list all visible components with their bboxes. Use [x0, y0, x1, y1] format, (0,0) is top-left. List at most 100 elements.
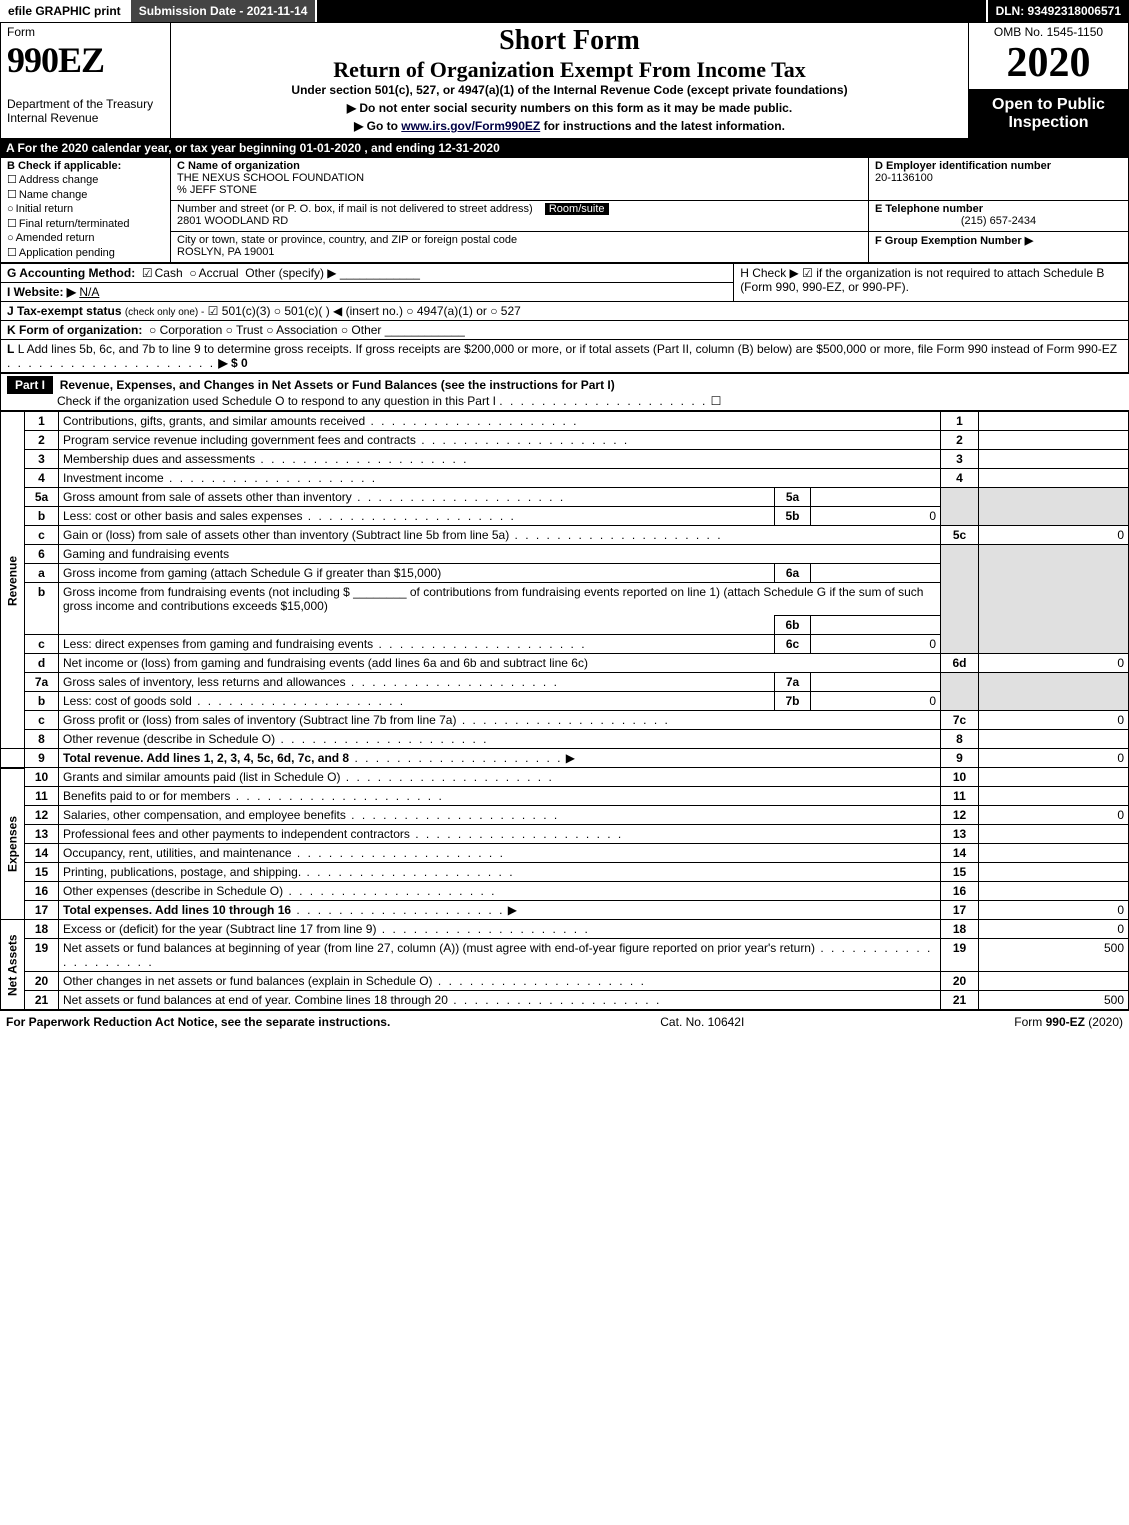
ln-10: 10	[25, 768, 59, 787]
shaded-6	[941, 545, 979, 654]
box-8: 8	[941, 730, 979, 749]
sub-7b: 7b	[775, 692, 811, 711]
subval-5a	[811, 488, 941, 507]
box-19: 19	[941, 939, 979, 972]
section-h-cell: H Check ▶ ☑ if the organization is not r…	[734, 264, 1129, 302]
section-d-cell: D Employer identification number 20-1136…	[869, 158, 1129, 201]
section-j-opts[interactable]: ☑ 501(c)(3) ○ 501(c)( ) ◀ (insert no.) ○…	[208, 304, 521, 318]
top-bar: efile GRAPHIC print Submission Date - 20…	[0, 0, 1129, 22]
desc-20: Other changes in net assets or fund bala…	[59, 972, 941, 991]
desc-15: Printing, publications, postage, and shi…	[59, 863, 941, 882]
cb-accrual[interactable]	[189, 266, 198, 280]
box-15: 15	[941, 863, 979, 882]
ln-1: 1	[25, 412, 59, 431]
cb-address-change[interactable]: Address change	[7, 172, 164, 187]
shaded-7	[941, 673, 979, 711]
cb-final-return[interactable]: Final return/terminated	[7, 216, 164, 231]
desc-7c: Gross profit or (loss) from sales of inv…	[59, 711, 941, 730]
val-17: 0	[979, 901, 1129, 920]
subtitle: Under section 501(c), 527, or 4947(a)(1)…	[177, 83, 962, 97]
ln-12: 12	[25, 806, 59, 825]
instr-goto-post: for instructions and the latest informat…	[544, 119, 785, 133]
section-k-opts[interactable]: ○ Corporation ○ Trust ○ Association ○ Ot…	[149, 323, 381, 337]
ln-2: 2	[25, 431, 59, 450]
section-k-cell: K Form of organization: ○ Corporation ○ …	[1, 321, 1129, 340]
efile-print-button[interactable]: efile GRAPHIC print	[0, 0, 131, 22]
subval-5b: 0	[811, 507, 941, 526]
ln-20: 20	[25, 972, 59, 991]
shaded-6v	[979, 545, 1129, 654]
room-label: Room/suite	[545, 203, 609, 215]
val-6d: 0	[979, 654, 1129, 673]
ln-17: 17	[25, 901, 59, 920]
section-b-label: B Check if applicable:	[7, 160, 121, 172]
netassets-vert-label: Net Assets	[1, 920, 25, 1010]
phone-value: (215) 657-2434	[875, 215, 1122, 227]
section-e-cell: E Telephone number (215) 657-2434	[869, 201, 1129, 232]
dln-number: DLN: 93492318006571	[988, 0, 1129, 22]
val-8	[979, 730, 1129, 749]
box-6d: 6d	[941, 654, 979, 673]
desc-5c: Gain or (loss) from sale of assets other…	[59, 526, 941, 545]
val-18: 0	[979, 920, 1129, 939]
box-10: 10	[941, 768, 979, 787]
instr-goto: ▶ Go to www.irs.gov/Form990EZ for instru…	[177, 119, 962, 133]
irs-link[interactable]: www.irs.gov/Form990EZ	[401, 119, 540, 133]
lines-table: Revenue 1 Contributions, gifts, grants, …	[0, 411, 1129, 1010]
section-h-text: H Check ▶ ☑ if the organization is not r…	[740, 266, 1104, 294]
cb-name-change[interactable]: Name change	[7, 187, 164, 202]
cb-amended-return[interactable]: Amended return	[7, 231, 164, 245]
box-4: 4	[941, 469, 979, 488]
subval-7b: 0	[811, 692, 941, 711]
section-j-cell: J Tax-exempt status (check only one) - ☑…	[1, 302, 1129, 321]
part1-label: Part I	[7, 376, 53, 394]
sub-6b: 6b	[775, 616, 811, 635]
desc-10: Grants and similar amounts paid (list in…	[59, 768, 941, 787]
section-b-cell: B Check if applicable: Address change Na…	[1, 158, 171, 263]
footer-right: Form 990-EZ (2020)	[1014, 1015, 1123, 1029]
section-f-label: F Group Exemption Number ▶	[875, 235, 1033, 247]
section-l-amount: ▶ $ 0	[218, 356, 247, 370]
desc-14: Occupancy, rent, utilities, and maintena…	[59, 844, 941, 863]
cb-initial-return[interactable]: Initial return	[7, 202, 164, 216]
ln-7c: c	[25, 711, 59, 730]
care-of: % JEFF STONE	[177, 184, 257, 196]
ln-6: 6	[25, 545, 59, 564]
desc-5a: Gross amount from sale of assets other t…	[59, 488, 775, 507]
footer-center: Cat. No. 10642I	[660, 1015, 744, 1029]
desc-1: Contributions, gifts, grants, and simila…	[59, 412, 941, 431]
desc-6b-2	[59, 616, 775, 635]
section-c-street-cell: Number and street (or P. O. box, if mail…	[171, 201, 869, 232]
short-form-title: Short Form	[177, 25, 962, 57]
ln-19: 19	[25, 939, 59, 972]
desc-3: Membership dues and assessments	[59, 450, 941, 469]
desc-11: Benefits paid to or for members	[59, 787, 941, 806]
box-21: 21	[941, 991, 979, 1010]
cb-application-pending[interactable]: Application pending	[7, 245, 164, 260]
footer-left: For Paperwork Reduction Act Notice, see …	[6, 1015, 390, 1029]
part1-check-box[interactable]: ☐	[711, 394, 722, 408]
city-label: City or town, state or province, country…	[177, 234, 517, 246]
box-20: 20	[941, 972, 979, 991]
desc-18: Excess or (deficit) for the year (Subtra…	[59, 920, 941, 939]
sub-5b: 5b	[775, 507, 811, 526]
val-15	[979, 863, 1129, 882]
ln-5a: 5a	[25, 488, 59, 507]
ln-5b: b	[25, 507, 59, 526]
ln-6a: a	[25, 564, 59, 583]
desc-12: Salaries, other compensation, and employ…	[59, 806, 941, 825]
val-14	[979, 844, 1129, 863]
desc-17: Total expenses. Add lines 10 through 16 …	[59, 901, 941, 920]
instr-goto-pre: ▶ Go to	[354, 119, 401, 133]
section-k-label: K Form of organization:	[7, 323, 142, 337]
desc-21: Net assets or fund balances at end of ye…	[59, 991, 941, 1010]
val-4	[979, 469, 1129, 488]
desc-9: Total revenue. Add lines 1, 2, 3, 4, 5c,…	[59, 749, 941, 768]
part1-check-text: Check if the organization used Schedule …	[57, 394, 496, 408]
section-l-cell: L L Add lines 5b, 6c, and 7b to line 9 t…	[1, 340, 1129, 373]
section-j-label: J Tax-exempt status	[7, 304, 122, 318]
cb-cash[interactable]	[142, 266, 155, 280]
revenue-vert-label: Revenue	[1, 412, 25, 749]
section-i-label: I Website: ▶	[7, 285, 76, 299]
box-5c: 5c	[941, 526, 979, 545]
